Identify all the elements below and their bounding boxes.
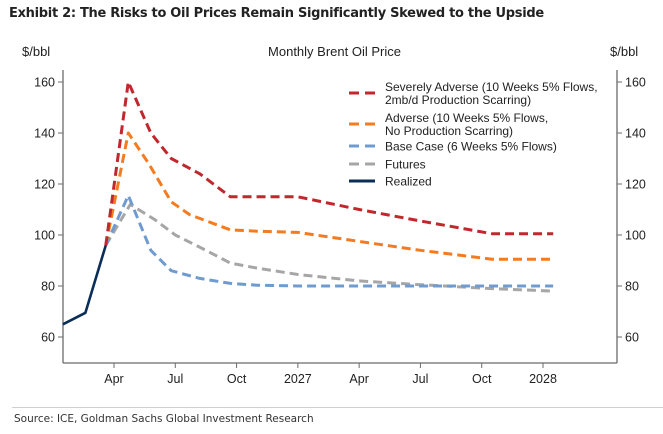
legend-label: Severely Adverse (10 Weeks 5% Flows, xyxy=(385,80,598,94)
series-line-adverse xyxy=(104,131,554,261)
x-tick-label: Oct xyxy=(472,372,492,386)
x-tick-label: Oct xyxy=(227,372,247,386)
legend-label: 2mb/d Production Scarring) xyxy=(385,93,531,107)
y-tick-label-left: 60 xyxy=(41,331,55,345)
series-line-severely xyxy=(104,80,554,246)
right-axis-unit: $/bbl xyxy=(610,44,639,59)
y-tick-label-left: 120 xyxy=(34,178,55,192)
source-note: Source: ICE, Goldman Sachs Global Invest… xyxy=(14,413,314,425)
x-tick-label: Apr xyxy=(349,372,368,386)
series-group xyxy=(62,80,554,326)
axes: 60 60 80 80 100 100 120 120 140 140 160 160 Apr Jul Oc… xyxy=(34,70,646,386)
exhibit-title: Exhibit 2: The Risks to Oil Prices Remai… xyxy=(9,6,544,21)
left-axis-unit: $/bbl xyxy=(22,44,51,59)
footer-divider xyxy=(12,407,663,408)
y-tick-label-right: 60 xyxy=(625,331,639,345)
y-tick-label-right: 100 xyxy=(625,229,646,243)
y-tick-label-right: 120 xyxy=(625,178,646,192)
y-tick-label-right: 160 xyxy=(625,76,646,90)
y-tick-label-left: 160 xyxy=(34,76,55,90)
x-tick-label: Jul xyxy=(167,372,183,386)
x-tick-label: Apr xyxy=(104,372,123,386)
legend-label: Base Case (6 Weeks 5% Flows) xyxy=(385,140,557,154)
legend-label: Realized xyxy=(385,175,432,189)
x-tick-label: 2028 xyxy=(529,372,557,386)
series-line-realized xyxy=(62,244,108,326)
legend-label: No Production Scarring) xyxy=(385,124,513,138)
line-chart: 60 60 80 80 100 100 120 120 140 140 160 160 Apr Jul Oc… xyxy=(34,70,646,386)
legend-label: Futures xyxy=(385,158,426,172)
y-tick-label-right: 80 xyxy=(625,280,639,294)
y-tick-label-left: 100 xyxy=(34,229,55,243)
y-tick-label-left: 140 xyxy=(34,127,55,141)
chart-title: Monthly Brent Oil Price xyxy=(268,44,401,59)
x-tick-label: Jul xyxy=(412,372,428,386)
legend-label: Adverse (10 Weeks 5% Flows, xyxy=(385,111,548,125)
series-line-base xyxy=(104,194,554,288)
series-line-futures xyxy=(104,202,554,293)
y-tick-label-right: 140 xyxy=(625,127,646,141)
legend: Severely Adverse (10 Weeks 5% Flows,2mb/… xyxy=(349,80,598,189)
x-tick-label: 2027 xyxy=(284,372,312,386)
y-tick-label-left: 80 xyxy=(41,280,55,294)
